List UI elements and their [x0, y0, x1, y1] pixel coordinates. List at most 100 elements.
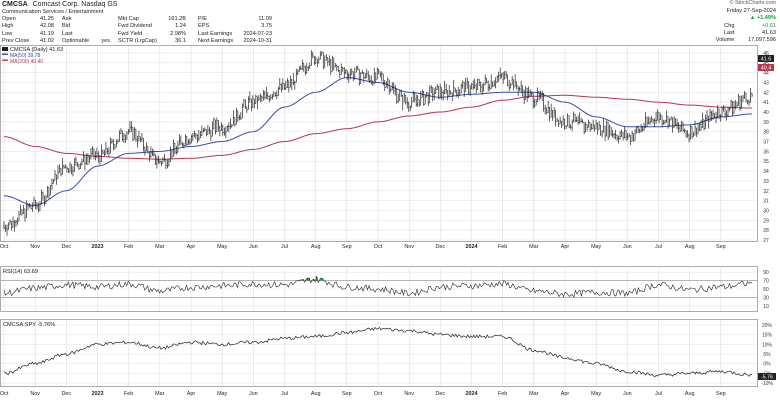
price-bar	[727, 106, 729, 117]
x-tick-label: Jun	[249, 391, 258, 397]
price-bar	[43, 195, 46, 207]
price-bar	[464, 77, 467, 92]
y-tick-label: 34	[763, 169, 769, 175]
x-tick-label: Nov	[30, 391, 40, 397]
price-bar	[365, 68, 368, 78]
price-bar	[646, 116, 648, 127]
price-bar	[716, 105, 719, 119]
price-bar	[160, 160, 163, 167]
legend-ma200: MA(200) 40.40	[10, 59, 43, 65]
x-tick-label: Oct	[0, 244, 9, 250]
price-bar	[635, 126, 638, 134]
y-tick-label: 30	[763, 208, 769, 214]
x-tick-label: Jun	[623, 391, 632, 397]
y-tick-label: 38	[763, 130, 769, 136]
price-bar	[123, 133, 125, 143]
x-tick-label: Aug	[685, 391, 695, 397]
price-bar	[695, 127, 698, 138]
price-bar	[436, 84, 439, 90]
x-tick-label: Mar	[529, 391, 538, 397]
price-bar	[748, 99, 750, 107]
symbol: CMCSA	[2, 1, 28, 8]
pct-row: ▲ +1.49%	[716, 15, 776, 22]
price-bar	[117, 138, 119, 144]
price-bar	[240, 112, 242, 120]
price-bar	[509, 83, 512, 89]
x-tick-label: 2023	[92, 244, 104, 250]
price-bar	[713, 113, 716, 119]
y-tick-label: 45	[763, 61, 769, 67]
price-bar	[545, 107, 548, 115]
price-bar	[291, 79, 293, 91]
price-bar	[652, 118, 654, 124]
price-bar	[533, 98, 536, 108]
price-bar	[730, 99, 732, 109]
price-bar	[175, 145, 178, 155]
price-bar	[542, 92, 545, 112]
price-bar	[189, 138, 191, 145]
x-tick-label: Aug	[311, 391, 321, 397]
price-bar	[662, 119, 665, 125]
price-bar	[589, 122, 591, 133]
price-bar	[326, 57, 329, 67]
price-bar	[96, 147, 98, 159]
price-bar	[216, 117, 218, 133]
price-bar	[680, 121, 683, 132]
rsi-tick-label: 50	[763, 287, 769, 293]
price-bar	[94, 151, 97, 161]
price-bar	[724, 107, 726, 118]
price-bar	[491, 81, 494, 88]
last-value: 41.63	[762, 29, 776, 36]
price-bar	[596, 122, 599, 135]
price-bar	[475, 83, 477, 94]
price-bar	[650, 116, 653, 123]
price-bar	[623, 126, 626, 139]
quote-header: CMCSA Comcast Corp. Nasdaq GS Communicat…	[0, 0, 780, 46]
y-tick-label: 32	[763, 189, 769, 195]
price-bar	[277, 86, 280, 96]
price-bar	[156, 156, 158, 169]
stat-value: yes	[101, 37, 110, 44]
price-bar	[667, 116, 669, 129]
price-bar	[311, 51, 314, 59]
price-bar	[276, 90, 278, 100]
price-bar	[505, 71, 507, 79]
stat-value: 1.24	[175, 23, 186, 30]
price-bar	[51, 178, 53, 190]
price-bar	[613, 132, 615, 139]
price-bar	[566, 113, 569, 127]
last-price-tag: 41.6	[761, 57, 772, 63]
price-bar	[569, 124, 572, 130]
price-bar	[620, 129, 623, 137]
x-tick-label: Jul	[655, 391, 662, 397]
y-tick-label: 37	[763, 140, 769, 146]
price-bar	[39, 200, 41, 212]
price-bar	[259, 93, 262, 102]
y-tick-label: 43	[763, 80, 769, 86]
price-bar	[253, 98, 256, 109]
x-tick-label: May	[591, 391, 601, 397]
price-bar	[610, 126, 612, 136]
price-bar	[127, 129, 130, 135]
rsi-panel-frame	[0, 266, 758, 312]
price-bar	[352, 71, 355, 82]
price-bar	[425, 91, 428, 98]
price-bar	[286, 78, 289, 88]
price-bar	[313, 55, 316, 66]
stat-value: 161.2B	[168, 16, 186, 22]
price-bar	[427, 92, 430, 107]
price-bar	[494, 77, 497, 89]
price-bar	[307, 65, 310, 72]
price-bar	[334, 62, 337, 68]
rsi-tick-label: 90	[763, 270, 769, 276]
price-bar	[706, 109, 708, 122]
price-bar	[130, 121, 133, 132]
price-bar	[704, 114, 707, 130]
price-bar	[673, 116, 675, 128]
last-label: Last	[723, 29, 735, 36]
price-bar	[165, 159, 167, 170]
x-tick-label: Sep	[716, 391, 726, 397]
x-tick-label: Nov	[30, 244, 40, 250]
price-bar	[49, 185, 52, 196]
price-bar	[683, 128, 686, 134]
